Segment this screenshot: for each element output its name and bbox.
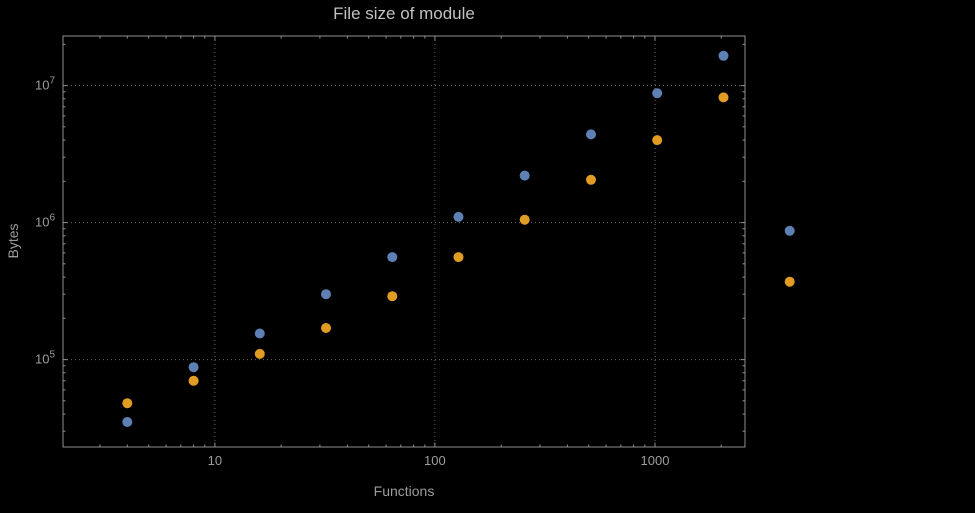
data-point-series-2-orange [453, 252, 464, 263]
data-point-series-1-blue [188, 362, 199, 373]
x-tick-label: 100 [424, 453, 446, 468]
x-tick-label: 1000 [641, 453, 670, 468]
plot-frame [62, 35, 746, 448]
data-point-series-1-blue [254, 328, 265, 339]
x-tick-label: 10 [208, 453, 222, 468]
data-point-series-1-blue [586, 129, 596, 140]
data-point-series-2-orange [387, 291, 398, 302]
data-point-series-2-orange [652, 135, 663, 146]
chart-title: File size of module [333, 4, 475, 23]
data-point-series-2-orange [122, 398, 133, 409]
data-point-series-2-orange [188, 375, 199, 386]
data-point-series-2-orange [321, 323, 331, 333]
data-point-series-1-blue [122, 417, 133, 427]
y-tick-label: 105 [35, 350, 55, 367]
data-point-series-1-blue [652, 88, 663, 99]
data-point-series-1-blue [718, 50, 729, 61]
data-point-series-1-blue [387, 252, 398, 263]
data-point-series-2-orange [784, 276, 795, 287]
y-tick-label: 107 [35, 76, 55, 93]
data-point-series-2-orange [254, 348, 265, 359]
data-point-series-1-blue [321, 289, 331, 300]
data-point-series-2-orange [718, 92, 729, 103]
data-point-series-1-blue [519, 170, 530, 181]
data-point-series-1-blue [784, 225, 795, 236]
data-point-series-2-orange [519, 214, 530, 225]
data-point-series-1-blue [453, 211, 464, 222]
y-axis-label: Bytes [5, 223, 21, 259]
x-axis-label: Functions [373, 483, 435, 499]
data-point-series-2-orange [586, 174, 596, 185]
y-tick-label: 106 [35, 213, 55, 230]
